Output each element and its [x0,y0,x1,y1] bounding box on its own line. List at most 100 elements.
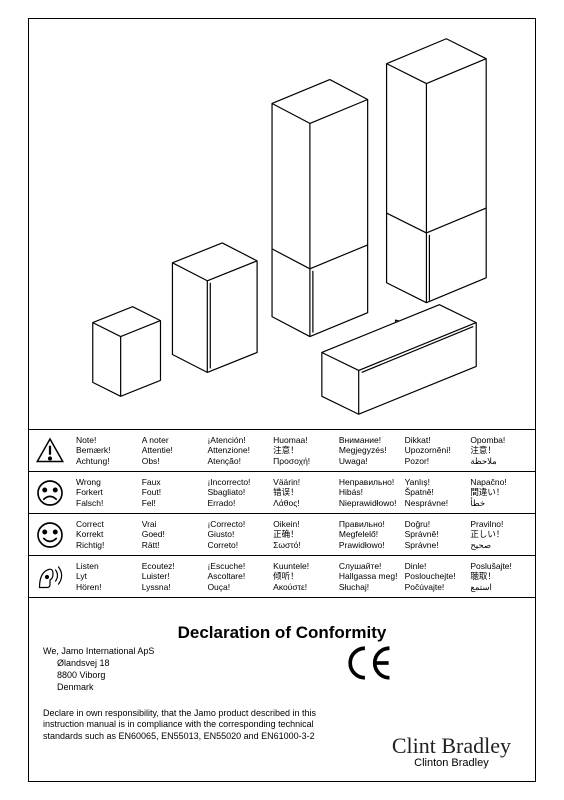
t: Prawidłowo! [339,540,399,551]
signature-script: Clint Bradley [392,733,511,759]
t: Λάθος! [273,498,333,509]
t: Yanlış! [405,477,465,488]
small-speaker [93,307,161,397]
t: Ακούστε! [273,582,333,593]
t: Achtung! [76,456,136,467]
t: Słuchaj! [339,582,399,593]
t: Poslušajte! [470,561,530,572]
t: Lyt [76,571,136,582]
t: Väärin! [273,477,333,488]
t: Wrong [76,477,136,488]
t: 正しい！ [470,529,530,540]
t: Správne! [405,540,465,551]
t: Doğru! [405,519,465,530]
t: Προσοχή! [273,456,333,467]
speakers-svg [33,23,531,423]
row-wrong: WrongForkertFalsch! FauxFout!Fel! ¡Incor… [29,472,535,514]
addr-line: Ølandsvej 18 [43,657,203,669]
row-correct-terms: CorrectKorrektRichtig! VraiGoed!Rätt! ¡C… [71,514,535,555]
bookshelf-speaker [172,243,257,372]
t: Upozornění! [405,445,465,456]
t: خطأ [470,498,530,509]
t: Obs! [142,456,202,467]
row-correct: CorrectKorrektRichtig! VraiGoed!Rätt! ¡C… [29,514,535,556]
row-note: Note!Bemærk!Achtung! A noterAttentie!Obs… [29,430,535,472]
listen-icon [29,556,71,597]
t: 聴取！ [470,571,530,582]
t: 错误！ [273,487,333,498]
t: Kuuntele! [273,561,333,572]
t: Listen [76,561,136,572]
t: Fel! [142,498,202,509]
t: Σωστό! [273,540,333,551]
warning-icon [29,430,71,471]
t: ملاحظة [470,456,530,467]
row-wrong-terms: WrongForkertFalsch! FauxFout!Fel! ¡Incor… [71,472,535,513]
t: 注意！ [273,445,333,456]
signature-block: Clint Bradley Clinton Bradley [392,733,511,769]
t: 倾听！ [273,571,333,582]
t: Неправильно! [339,477,399,488]
t: Note! [76,435,136,446]
declaration-title: Declaration of Conformity [43,623,521,643]
t: Luister! [142,571,202,582]
t: Nesprávne! [405,498,465,509]
t: Dikkat! [405,435,465,446]
t: Errado! [207,498,267,509]
t: Lyssna! [142,582,202,593]
speaker-illustration [33,23,531,423]
t: Dinle! [405,561,465,572]
t: صحيح [470,540,530,551]
t: ¡Incorrecto! [207,477,267,488]
t: Ascoltare! [207,571,267,582]
t: Correto! [207,540,267,551]
addr-line: 8800 Viborg [43,669,203,681]
t: استمع [470,582,530,593]
t: Špatně! [405,487,465,498]
declaration-section: Declaration of Conformity We, Jamo Inter… [29,617,535,781]
t: Giusto! [207,529,267,540]
t: Nieprawidłowo! [339,498,399,509]
t: Atenção! [207,456,267,467]
t: Rätt! [142,540,202,551]
t: Richtig! [76,540,136,551]
t: Sbagliato! [207,487,267,498]
t: Ecoutez! [142,561,202,572]
tower-speaker-1 [272,80,368,337]
language-table: Note!Bemærk!Achtung! A noterAttentie!Obs… [29,429,535,598]
t: 間違い！ [470,487,530,498]
t: Správně! [405,529,465,540]
t: Vrai [142,519,202,530]
t: Pravilno! [470,519,530,530]
row-listen: ListenLytHören! Ecoutez!Luister!Lyssna! … [29,556,535,598]
addr-line: We, Jamo International ApS [43,645,203,657]
t: Hallgassa meg! [339,571,399,582]
t: Hören! [76,582,136,593]
t: ¡Atención! [207,435,267,446]
company-address: We, Jamo International ApS Ølandsvej 18 … [43,645,203,694]
t: 注意！ [470,445,530,456]
t: Pozor! [405,456,465,467]
happy-icon [29,514,71,555]
t: Oikein! [273,519,333,530]
t: Correct [76,519,136,530]
addr-line: Denmark [43,681,203,693]
t: ¡Correcto! [207,519,267,530]
page-frame: Note!Bemærk!Achtung! A noterAttentie!Obs… [28,18,536,782]
t: Opomba! [470,435,530,446]
t: Megjegyzés! [339,445,399,456]
t: Fout! [142,487,202,498]
t: Ouça! [207,582,267,593]
row-note-terms: Note!Bemærk!Achtung! A noterAttentie!Obs… [71,430,535,471]
t: Forkert [76,487,136,498]
sad-icon [29,472,71,513]
t: ¡Escuche! [207,561,267,572]
t: Poslouchejte! [405,571,465,582]
t: Goed! [142,529,202,540]
t: Внимание! [339,435,399,446]
t: 正确！ [273,529,333,540]
t: Правильно! [339,519,399,530]
t: Napačno! [470,477,530,488]
t: Počúvajte! [405,582,465,593]
row-listen-terms: ListenLytHören! Ecoutez!Luister!Lyssna! … [71,556,535,597]
